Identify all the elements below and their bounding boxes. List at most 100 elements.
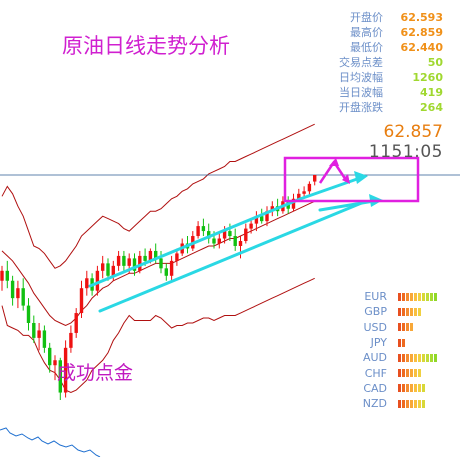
candle-body <box>228 231 232 237</box>
candle <box>37 322 41 351</box>
candle-body <box>201 226 206 232</box>
currency-name: AUD <box>362 351 387 365</box>
channel-projection-lower <box>318 199 376 212</box>
watermark-text: 成功点金 <box>57 362 134 384</box>
strength-segment <box>402 338 405 347</box>
candle-body <box>10 280 15 299</box>
candle-body <box>37 330 41 338</box>
strength-meter <box>398 292 438 301</box>
candle <box>201 218 206 237</box>
candle-body <box>79 288 84 314</box>
candle <box>138 250 142 274</box>
candle <box>32 315 36 343</box>
candle-body <box>270 206 274 212</box>
sub-indicator <box>0 427 101 457</box>
bollinger-lower-line <box>1 277 315 394</box>
candle-body <box>244 228 248 242</box>
candle-body <box>212 238 216 244</box>
price-stats-panel: 开盘价 62.593 最高价 62.859 最低价 62.440 交易点差 50… <box>303 10 443 115</box>
candle-body <box>132 258 137 271</box>
candle-body <box>26 305 31 323</box>
candle-body <box>111 265 115 276</box>
strength-segment <box>418 384 421 393</box>
stat-label: 日均波幅 <box>339 71 383 84</box>
strength-segment <box>414 384 417 393</box>
strength-segment <box>418 399 421 408</box>
stat-label: 最低价 <box>350 41 383 54</box>
candle <box>313 174 317 186</box>
candle-body <box>21 288 25 306</box>
candle <box>79 280 84 319</box>
candle-body <box>297 193 301 199</box>
currency-name: EUR <box>364 290 387 304</box>
channel-upper-line <box>88 197 302 288</box>
candle <box>249 218 253 234</box>
currency-row-jpy: JPY <box>355 335 455 350</box>
candle-body <box>16 288 20 299</box>
candle <box>69 325 73 353</box>
candle <box>196 221 200 239</box>
strength-segment <box>426 292 429 301</box>
strength-segment <box>418 292 421 301</box>
candle <box>307 181 312 197</box>
strength-segment <box>402 307 405 316</box>
strength-segment <box>418 353 421 362</box>
strength-segment <box>406 323 409 332</box>
stat-row-open-change: 开盘涨跌 264 <box>303 100 443 115</box>
strength-segment <box>434 292 437 301</box>
candle-body <box>313 175 317 182</box>
chart-title: 原油日线走势分析 <box>62 34 230 58</box>
forecast-arrow-down <box>342 174 350 184</box>
strength-segment <box>406 369 409 378</box>
strength-segment <box>430 292 433 301</box>
candle <box>101 255 105 279</box>
strength-segment <box>402 292 405 301</box>
strength-segment <box>434 353 437 362</box>
bollinger-upper-line <box>1 123 315 269</box>
candle-body <box>159 258 163 269</box>
candle-body <box>48 347 52 366</box>
candle-body <box>116 255 121 266</box>
candle <box>53 355 57 381</box>
strength-segment <box>414 292 417 301</box>
strength-segment <box>410 353 413 362</box>
stat-row-open: 开盘价 62.593 <box>303 10 443 25</box>
candle-body <box>58 360 62 393</box>
sub-indicator-line <box>0 427 101 457</box>
stat-label: 当日波幅 <box>339 86 383 99</box>
strength-segment <box>410 323 413 332</box>
candle-body <box>106 263 110 276</box>
strength-segment <box>430 353 433 362</box>
strength-segment <box>398 384 401 393</box>
candle-body <box>164 268 168 276</box>
strength-segment <box>422 384 425 393</box>
candle-body <box>217 238 221 244</box>
candle-body <box>207 231 211 239</box>
countdown-timer: 1151:05 <box>368 142 443 162</box>
candle <box>58 357 62 400</box>
candle-body <box>143 255 147 261</box>
candle <box>132 253 137 276</box>
candle-body <box>95 270 100 291</box>
candle <box>191 231 195 251</box>
candle <box>48 342 52 373</box>
strength-segment <box>422 292 425 301</box>
stat-label: 交易点差 <box>339 56 383 69</box>
currency-row-cad: CAD <box>355 381 455 396</box>
stat-value: 1260 <box>412 71 443 84</box>
stat-value: 62.440 <box>400 41 443 54</box>
candle <box>164 263 168 281</box>
candle-body <box>307 183 312 192</box>
candle-body <box>233 236 237 246</box>
strength-segment <box>418 369 421 378</box>
strength-segment <box>422 399 425 408</box>
candle-body <box>101 263 105 271</box>
currency-name: CHF <box>364 366 387 380</box>
strength-segment <box>406 384 409 393</box>
stat-value: 62.859 <box>400 26 443 39</box>
stat-label: 开盘涨跌 <box>339 101 383 114</box>
candle <box>0 265 4 291</box>
candle-body <box>53 360 57 366</box>
stat-row-high: 最高价 62.859 <box>303 25 443 40</box>
candle <box>74 308 78 338</box>
